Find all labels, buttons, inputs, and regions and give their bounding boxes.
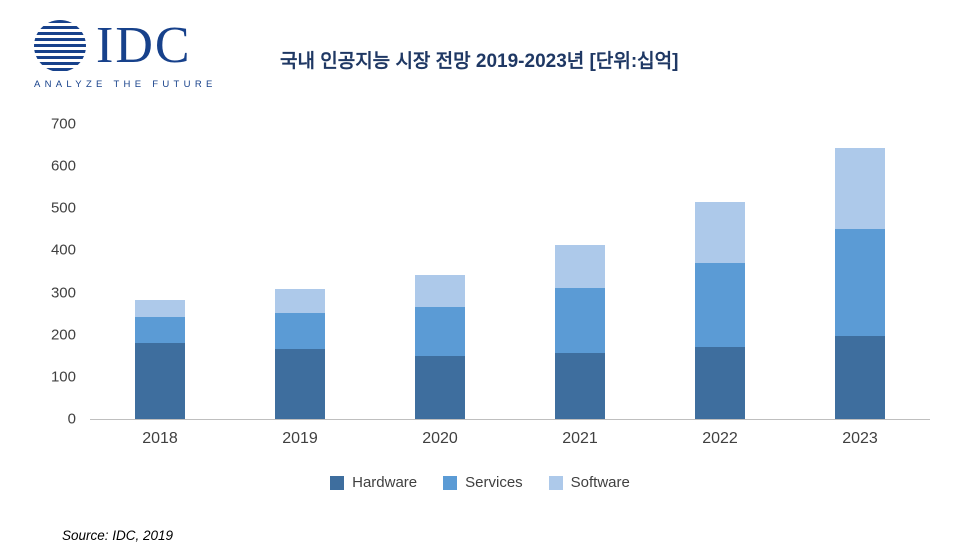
bar-cell-2022 xyxy=(650,124,790,419)
bar-stack-2020 xyxy=(415,275,465,419)
bar-stack-2021 xyxy=(555,244,605,419)
logo-tagline: ANALYZE THE FUTURE xyxy=(34,79,217,90)
bar-segment-services-2020 xyxy=(415,307,465,356)
legend-swatch-hardware xyxy=(330,475,345,490)
bar-segment-hardware-2020 xyxy=(415,355,465,419)
y-tick-600: 600 xyxy=(50,157,76,175)
x-label-2020: 2020 xyxy=(422,430,458,447)
legend-item-services: Services xyxy=(443,474,523,491)
bar-cell-2019 xyxy=(230,124,370,419)
idc-globe-icon xyxy=(34,20,86,72)
x-label-2022: 2022 xyxy=(702,430,738,447)
bar-segment-software-2020 xyxy=(415,275,465,308)
bar-cell-2018 xyxy=(90,124,230,419)
logo-text: IDC xyxy=(96,17,192,75)
y-tick-300: 300 xyxy=(50,284,76,302)
x-label-2018: 2018 xyxy=(142,430,178,447)
bar-segment-software-2023 xyxy=(835,147,885,229)
bar-segment-hardware-2018 xyxy=(135,343,185,419)
bar-segment-services-2021 xyxy=(555,288,605,353)
chart-title: 국내 인공지능 시장 전망 2019-2023년 [단위:십억] xyxy=(280,51,679,72)
legend-label-services: Services xyxy=(465,474,523,491)
bar-segment-software-2022 xyxy=(695,202,745,264)
chart: 0 100 200 300 400 500 600 700 2018 2019 2020 2021 2… xyxy=(0,116,960,491)
y-axis-labels: 0 100 200 300 400 500 600 700 xyxy=(30,116,90,428)
legend-label-hardware: Hardware xyxy=(352,474,418,491)
plot-area xyxy=(90,124,930,420)
bar-segment-services-2023 xyxy=(835,228,885,336)
bar-segment-hardware-2021 xyxy=(555,352,605,419)
legend-swatch-services xyxy=(443,475,458,490)
x-label-2021: 2021 xyxy=(562,430,598,447)
y-tick-400: 400 xyxy=(50,241,76,259)
source-note: Source: IDC, 2019 xyxy=(62,528,174,543)
x-label-2023: 2023 xyxy=(842,430,878,447)
y-tick-200: 200 xyxy=(50,326,76,344)
bar-segment-software-2021 xyxy=(555,244,605,289)
bar-stack-2022 xyxy=(695,202,745,419)
bar-segment-services-2022 xyxy=(695,263,745,348)
bar-stack-2019 xyxy=(275,289,325,419)
bar-stack-2023 xyxy=(835,147,885,419)
header: IDC ANALYZE THE FUTURE 국내 인공지능 시장 전망 201… xyxy=(0,0,960,90)
y-tick-500: 500 xyxy=(50,199,76,217)
bar-cell-2020 xyxy=(370,124,510,419)
y-tick-100: 100 xyxy=(50,368,76,386)
y-tick-700: 700 xyxy=(50,115,76,133)
bar-cell-2021 xyxy=(510,124,650,419)
bar-segment-hardware-2019 xyxy=(275,348,325,419)
legend-label-software: Software xyxy=(570,474,630,491)
bar-segment-services-2018 xyxy=(135,317,185,344)
bar-segment-services-2019 xyxy=(275,312,325,349)
bar-segment-hardware-2023 xyxy=(835,336,885,419)
bar-stack-2018 xyxy=(135,299,185,419)
legend-item-software: Software xyxy=(548,474,630,491)
bar-cell-2023 xyxy=(790,124,930,419)
bar-segment-hardware-2022 xyxy=(695,347,745,419)
bar-segment-software-2018 xyxy=(135,299,185,318)
y-tick-0: 0 xyxy=(67,410,76,428)
legend-swatch-software xyxy=(548,475,563,490)
bar-segment-software-2019 xyxy=(275,289,325,313)
x-axis-labels: 2018 2019 2020 2021 2022 2023 xyxy=(90,430,930,448)
legend-item-hardware: Hardware xyxy=(330,474,417,491)
x-label-2019: 2019 xyxy=(282,430,318,447)
idc-logo: IDC ANALYZE THE FUTURE xyxy=(34,20,264,90)
legend: Hardware Services Software xyxy=(0,474,960,491)
